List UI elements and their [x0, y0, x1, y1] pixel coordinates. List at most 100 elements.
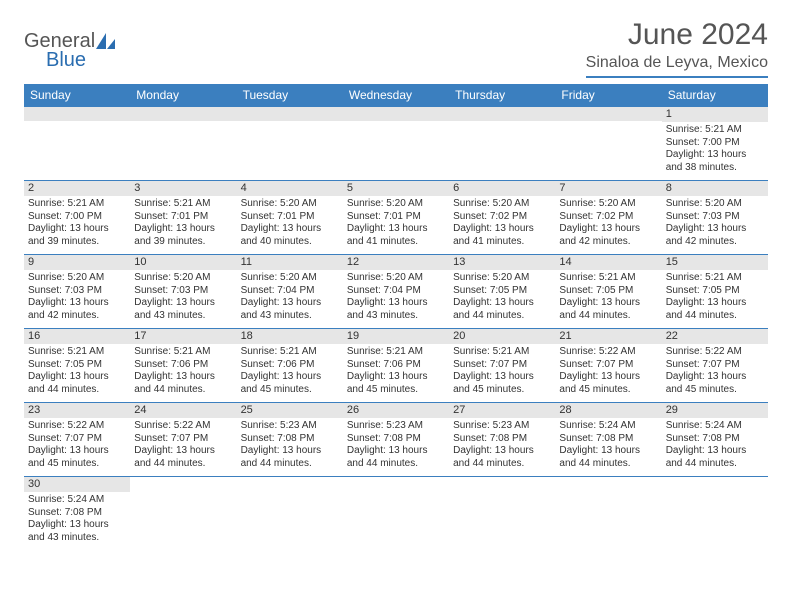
day-details: Sunrise: 5:23 AMSunset: 7:08 PMDaylight:… — [449, 418, 555, 474]
day-details: Sunrise: 5:22 AMSunset: 7:07 PMDaylight:… — [662, 344, 768, 400]
calendar-cell — [237, 107, 343, 181]
calendar-cell: 14Sunrise: 5:21 AMSunset: 7:05 PMDayligh… — [555, 255, 661, 329]
day-details: Sunrise: 5:24 AMSunset: 7:08 PMDaylight:… — [24, 492, 130, 548]
day-details: Sunrise: 5:20 AMSunset: 7:04 PMDaylight:… — [343, 270, 449, 326]
day-number: 27 — [449, 403, 555, 418]
calendar-cell: 10Sunrise: 5:20 AMSunset: 7:03 PMDayligh… — [130, 255, 236, 329]
day-details: Sunrise: 5:21 AMSunset: 7:05 PMDaylight:… — [662, 270, 768, 326]
calendar-cell: 18Sunrise: 5:21 AMSunset: 7:06 PMDayligh… — [237, 329, 343, 403]
day-number: 21 — [555, 329, 661, 344]
empty-day — [555, 107, 661, 121]
calendar-cell: 13Sunrise: 5:20 AMSunset: 7:05 PMDayligh… — [449, 255, 555, 329]
location-text: Sinaloa de Leyva, Mexico — [586, 54, 768, 78]
calendar-cell — [555, 107, 661, 181]
calendar-cell: 6Sunrise: 5:20 AMSunset: 7:02 PMDaylight… — [449, 181, 555, 255]
day-number: 18 — [237, 329, 343, 344]
day-number: 14 — [555, 255, 661, 270]
calendar-cell: 24Sunrise: 5:22 AMSunset: 7:07 PMDayligh… — [130, 403, 236, 477]
day-number: 23 — [24, 403, 130, 418]
day-number: 2 — [24, 181, 130, 196]
header: General Blue June 2024 Sinaloa de Leyva,… — [24, 18, 768, 78]
day-number: 12 — [343, 255, 449, 270]
calendar-row: 16Sunrise: 5:21 AMSunset: 7:05 PMDayligh… — [24, 329, 768, 403]
calendar-cell — [343, 107, 449, 181]
calendar-cell — [449, 477, 555, 551]
day-number: 11 — [237, 255, 343, 270]
calendar-cell: 9Sunrise: 5:20 AMSunset: 7:03 PMDaylight… — [24, 255, 130, 329]
day-details: Sunrise: 5:20 AMSunset: 7:03 PMDaylight:… — [24, 270, 130, 326]
calendar-cell: 28Sunrise: 5:24 AMSunset: 7:08 PMDayligh… — [555, 403, 661, 477]
month-title: June 2024 — [586, 18, 768, 52]
calendar-cell: 5Sunrise: 5:20 AMSunset: 7:01 PMDaylight… — [343, 181, 449, 255]
day-number: 20 — [449, 329, 555, 344]
calendar-cell: 21Sunrise: 5:22 AMSunset: 7:07 PMDayligh… — [555, 329, 661, 403]
day-number: 19 — [343, 329, 449, 344]
day-details: Sunrise: 5:21 AMSunset: 7:06 PMDaylight:… — [130, 344, 236, 400]
calendar-cell: 2Sunrise: 5:21 AMSunset: 7:00 PMDaylight… — [24, 181, 130, 255]
sail-icon — [95, 32, 117, 53]
calendar-cell — [130, 477, 236, 551]
day-details: Sunrise: 5:21 AMSunset: 7:05 PMDaylight:… — [24, 344, 130, 400]
day-details: Sunrise: 5:21 AMSunset: 7:00 PMDaylight:… — [24, 196, 130, 252]
day-details: Sunrise: 5:22 AMSunset: 7:07 PMDaylight:… — [130, 418, 236, 474]
calendar-cell: 17Sunrise: 5:21 AMSunset: 7:06 PMDayligh… — [130, 329, 236, 403]
day-details: Sunrise: 5:24 AMSunset: 7:08 PMDaylight:… — [662, 418, 768, 474]
calendar-cell — [343, 477, 449, 551]
day-details: Sunrise: 5:22 AMSunset: 7:07 PMDaylight:… — [24, 418, 130, 474]
calendar-cell — [130, 107, 236, 181]
col-friday: Friday — [555, 84, 661, 107]
day-number: 13 — [449, 255, 555, 270]
day-details: Sunrise: 5:20 AMSunset: 7:01 PMDaylight:… — [237, 196, 343, 252]
calendar-cell: 16Sunrise: 5:21 AMSunset: 7:05 PMDayligh… — [24, 329, 130, 403]
day-details: Sunrise: 5:24 AMSunset: 7:08 PMDaylight:… — [555, 418, 661, 474]
day-details: Sunrise: 5:20 AMSunset: 7:02 PMDaylight:… — [555, 196, 661, 252]
title-block: June 2024 Sinaloa de Leyva, Mexico — [586, 18, 768, 78]
day-details: Sunrise: 5:20 AMSunset: 7:04 PMDaylight:… — [237, 270, 343, 326]
calendar-cell: 23Sunrise: 5:22 AMSunset: 7:07 PMDayligh… — [24, 403, 130, 477]
calendar-cell: 15Sunrise: 5:21 AMSunset: 7:05 PMDayligh… — [662, 255, 768, 329]
day-number: 26 — [343, 403, 449, 418]
calendar-cell: 4Sunrise: 5:20 AMSunset: 7:01 PMDaylight… — [237, 181, 343, 255]
calendar-cell: 30Sunrise: 5:24 AMSunset: 7:08 PMDayligh… — [24, 477, 130, 551]
day-number: 4 — [237, 181, 343, 196]
calendar-cell — [237, 477, 343, 551]
day-number: 5 — [343, 181, 449, 196]
calendar-cell: 22Sunrise: 5:22 AMSunset: 7:07 PMDayligh… — [662, 329, 768, 403]
calendar-cell: 3Sunrise: 5:21 AMSunset: 7:01 PMDaylight… — [130, 181, 236, 255]
day-number: 30 — [24, 477, 130, 492]
calendar-cell: 11Sunrise: 5:20 AMSunset: 7:04 PMDayligh… — [237, 255, 343, 329]
day-number: 10 — [130, 255, 236, 270]
day-details: Sunrise: 5:23 AMSunset: 7:08 PMDaylight:… — [237, 418, 343, 474]
calendar-row: 9Sunrise: 5:20 AMSunset: 7:03 PMDaylight… — [24, 255, 768, 329]
day-number: 3 — [130, 181, 236, 196]
calendar-cell — [555, 477, 661, 551]
empty-day — [130, 107, 236, 121]
day-details: Sunrise: 5:20 AMSunset: 7:03 PMDaylight:… — [130, 270, 236, 326]
calendar-cell — [662, 477, 768, 551]
day-number: 8 — [662, 181, 768, 196]
calendar-cell: 19Sunrise: 5:21 AMSunset: 7:06 PMDayligh… — [343, 329, 449, 403]
day-details: Sunrise: 5:20 AMSunset: 7:05 PMDaylight:… — [449, 270, 555, 326]
weekday-header-row: Sunday Monday Tuesday Wednesday Thursday… — [24, 84, 768, 107]
calendar-cell: 8Sunrise: 5:20 AMSunset: 7:03 PMDaylight… — [662, 181, 768, 255]
day-number: 28 — [555, 403, 661, 418]
logo-text-blue: Blue — [46, 51, 117, 70]
col-monday: Monday — [130, 84, 236, 107]
empty-day — [237, 107, 343, 121]
day-number: 25 — [237, 403, 343, 418]
day-details: Sunrise: 5:20 AMSunset: 7:02 PMDaylight:… — [449, 196, 555, 252]
empty-day — [343, 107, 449, 121]
calendar-cell: 25Sunrise: 5:23 AMSunset: 7:08 PMDayligh… — [237, 403, 343, 477]
day-number: 1 — [662, 107, 768, 122]
day-number: 16 — [24, 329, 130, 344]
day-details: Sunrise: 5:21 AMSunset: 7:07 PMDaylight:… — [449, 344, 555, 400]
calendar-cell — [24, 107, 130, 181]
calendar-cell: 7Sunrise: 5:20 AMSunset: 7:02 PMDaylight… — [555, 181, 661, 255]
day-number: 17 — [130, 329, 236, 344]
day-number: 6 — [449, 181, 555, 196]
day-details: Sunrise: 5:21 AMSunset: 7:01 PMDaylight:… — [130, 196, 236, 252]
day-details: Sunrise: 5:21 AMSunset: 7:06 PMDaylight:… — [237, 344, 343, 400]
calendar-row: 1Sunrise: 5:21 AMSunset: 7:00 PMDaylight… — [24, 107, 768, 181]
empty-day — [449, 107, 555, 121]
col-sunday: Sunday — [24, 84, 130, 107]
